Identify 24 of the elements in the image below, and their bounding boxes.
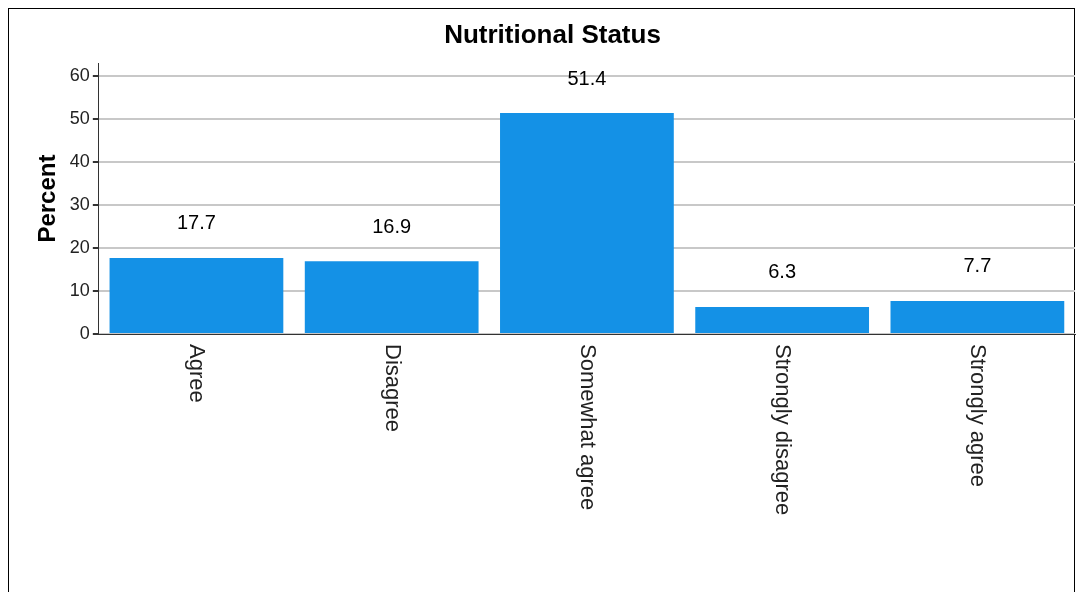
y-tick-label: 60 <box>69 65 90 86</box>
data-label: 16.9 <box>372 214 412 237</box>
x-tick-label: Agree <box>185 344 211 403</box>
bar <box>500 113 674 333</box>
bar <box>304 261 479 333</box>
y-tick-label: 0 <box>79 322 90 343</box>
x-tick-label: Strongly disagree <box>771 344 797 516</box>
y-tick-label: 40 <box>69 151 90 172</box>
y-tick-label: 50 <box>69 108 90 129</box>
bar <box>695 306 870 333</box>
x-tick-label: Strongly agree <box>966 344 992 488</box>
data-label: 51.4 <box>567 66 607 89</box>
y-tick-label: 20 <box>69 237 90 257</box>
x-tick-label: Somewhat agree <box>575 344 601 511</box>
data-label: 7.7 <box>963 254 992 277</box>
y-tick-label: 10 <box>69 279 90 300</box>
y-axis-title: Percent <box>33 154 61 243</box>
bar <box>890 300 1065 333</box>
chart-title: Nutritional Status <box>444 18 661 49</box>
data-label: 17.7 <box>176 211 216 234</box>
x-tick-label: Disagree <box>380 344 406 433</box>
bar <box>109 257 284 333</box>
data-label: 6.3 <box>768 260 797 283</box>
y-tick-label: 30 <box>69 194 90 215</box>
